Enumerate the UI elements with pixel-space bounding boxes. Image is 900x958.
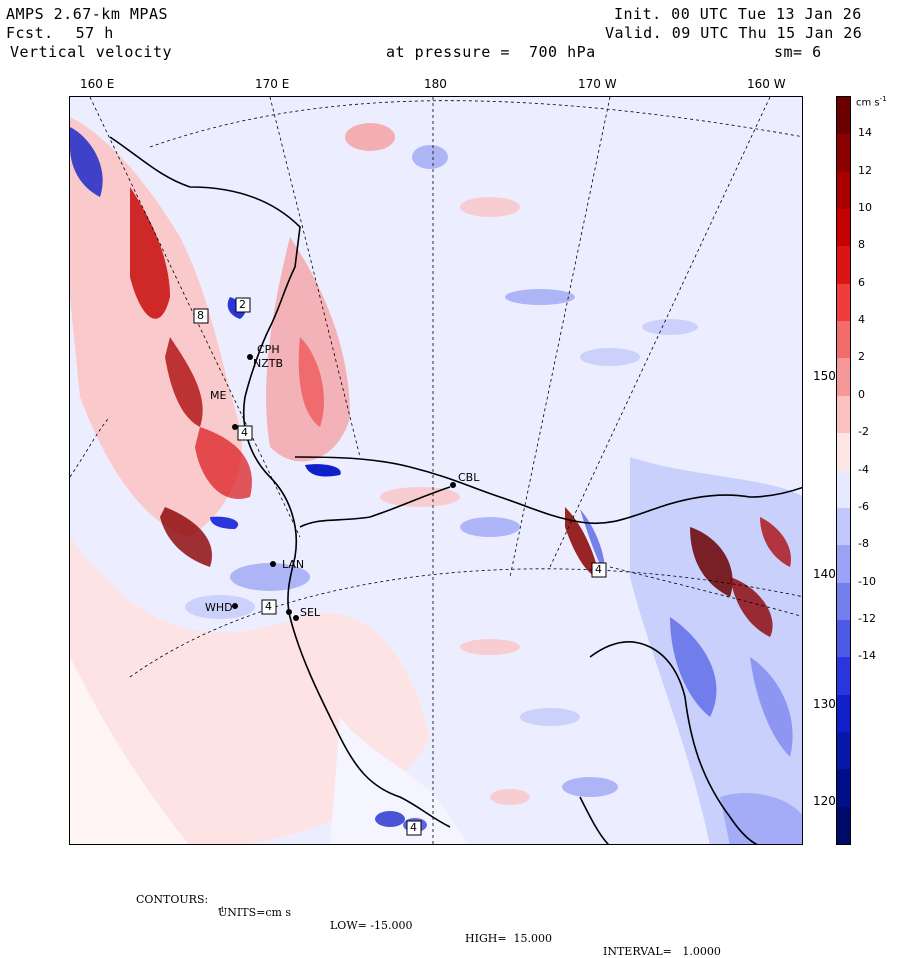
station-label-sel: SEL [300, 606, 321, 619]
contour-label: 2 [239, 298, 246, 311]
colorbar-tick-label: 2 [858, 350, 865, 364]
colorbar-band [837, 545, 850, 584]
colorbar-tick-label: 4 [858, 313, 865, 327]
colorbar-tick-label: 0 [858, 387, 865, 401]
lon-label-160e: 160 E [80, 77, 115, 91]
colorbar-band [837, 246, 850, 285]
colorbar-band [837, 171, 850, 210]
lon-label-170e: 170 E [255, 77, 290, 91]
colorbar-tick-label: 12 [858, 163, 872, 177]
contour-label: 4 [595, 563, 602, 576]
colorbar-band [837, 283, 850, 322]
forecast-label: Fcst. 57 h [6, 24, 114, 42]
colorbar-band [837, 358, 850, 397]
contour-label: 4 [410, 821, 417, 834]
station-label-cph: CPH [257, 343, 280, 356]
footer-units-text: UNITS=cm s [218, 906, 292, 919]
colorbar-unit-text: cm s [856, 97, 880, 109]
colorbar-band [837, 209, 850, 247]
colorbar-band [837, 395, 850, 434]
colorbar-tick-label: -4 [858, 462, 869, 476]
contour-footer: CONTOURS: UNITS=cm s -1 LOW= -15.000 HIGH… [0, 880, 900, 958]
station-label-cbl: CBL [458, 471, 480, 484]
smoothing: sm= 6 [774, 43, 822, 61]
colorbar-tick-label: -10 [858, 574, 876, 588]
forecast-hours: 57 h [75, 24, 114, 42]
station-label-nztb: NZTB [253, 357, 284, 370]
colorbar-unit-exponent: -1 [879, 95, 887, 103]
colorbar-tick-label: -12 [858, 611, 876, 625]
pressure-level: at pressure = 700 hPa [386, 43, 596, 61]
colorbar [836, 96, 851, 845]
colorbar-tick-label: 8 [858, 238, 865, 252]
map-canvas [70, 97, 802, 844]
colorbar-band [837, 582, 850, 621]
colorbar-tick-label: -8 [858, 537, 869, 551]
colorbar-tick-label: 10 [858, 201, 872, 215]
colorbar-band [837, 657, 850, 696]
colorbar-tick-label: 14 [858, 126, 872, 140]
footer-low: LOW= -15.000 [330, 919, 413, 932]
contour-label: 8 [197, 309, 204, 322]
colorbar-tick-label: 6 [858, 275, 865, 289]
colorbar-band [837, 134, 850, 173]
lon-label-160w: 160 W [747, 77, 786, 91]
lon-label-180: 180 [424, 77, 447, 91]
colorbar-tick-label: -6 [858, 499, 869, 513]
station-label-me: ME [210, 389, 227, 402]
forecast-prefix: Fcst. [6, 24, 54, 42]
footer-units: UNITS=cm s -1 [218, 906, 291, 920]
colorbar-band [837, 470, 850, 509]
lon-label-170w: 170 W [578, 77, 617, 91]
footer-interval: INTERVAL= 1.0000 [603, 945, 721, 958]
colorbar-band [837, 619, 850, 658]
model-title: AMPS 2.67-km MPAS [6, 5, 169, 23]
contour-label: 4 [241, 426, 248, 439]
station-label-whd: WHD [205, 601, 233, 614]
colorbar-unit: cm s-1 [856, 95, 887, 108]
colorbar-band [837, 507, 850, 546]
field-name: Vertical velocity [10, 43, 173, 61]
colorbar-tick-label: -14 [858, 649, 876, 663]
footer-high: HIGH= 15.000 [465, 932, 553, 945]
colorbar-band [837, 321, 850, 359]
station-label-lan: LAN [282, 558, 305, 571]
colorbar-tick-label: -2 [858, 425, 869, 439]
colorbar-band [837, 97, 850, 135]
colorbar-band [837, 769, 850, 808]
colorbar-band [837, 433, 850, 471]
contour-label: 4 [265, 600, 272, 613]
init-time: Init. 00 UTC Tue 13 Jan 26 [614, 5, 862, 23]
vertical-velocity-map: 8 2 4 4 4 4 CPH NZTB ME LAN WHD SEL CBL [69, 96, 803, 845]
colorbar-band [837, 694, 850, 733]
colorbar-band [837, 731, 850, 770]
valid-time: Valid. 09 UTC Thu 15 Jan 26 [605, 24, 863, 42]
colorbar-band [837, 806, 850, 845]
